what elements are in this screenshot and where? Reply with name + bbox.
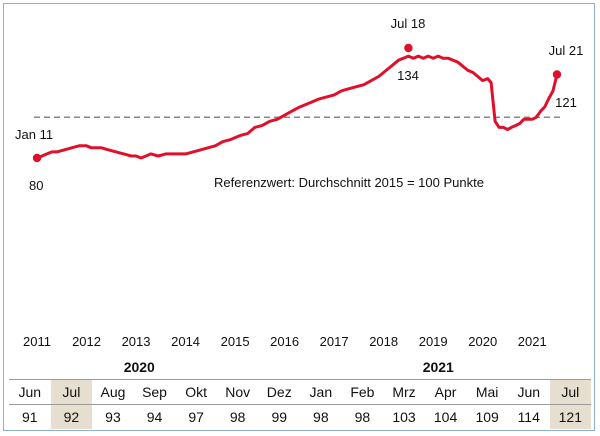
year-label-2021: 2021	[422, 359, 454, 375]
line-chart: Referenzwert: Durchschnitt 2015 = 100 Pu…	[15, 16, 584, 349]
x-tick-label-2011: 2011	[23, 334, 51, 349]
table-divider-top	[9, 379, 591, 380]
x-tick-label-2015: 2015	[221, 334, 250, 349]
x-tick-label-2019: 2019	[419, 334, 448, 349]
table-divider-middle	[9, 404, 591, 405]
month-cell: Sep	[142, 384, 167, 400]
annotation-value-label-1: 134	[397, 68, 419, 83]
month-cell: Aug	[100, 384, 126, 400]
month-cell: Jul	[50, 380, 93, 404]
annotation-point-0	[32, 153, 42, 163]
value-cell: 103	[392, 409, 416, 425]
value-cell: 98	[313, 409, 329, 425]
month-cell: Jan	[309, 384, 333, 400]
value-cell: 93	[105, 409, 121, 425]
annotation-date-label-0: Jan 11	[15, 127, 53, 142]
x-tick-label-2018: 2018	[369, 334, 398, 349]
x-tick-label-2012: 2012	[72, 334, 101, 349]
year-header-row: 2020 2021	[9, 357, 591, 379]
x-tick-label-2013: 2013	[122, 334, 151, 349]
value-cell: 121	[549, 405, 592, 429]
month-cell: Jun	[18, 384, 42, 400]
value-cell: 109	[475, 409, 499, 425]
series-line-0	[35, 54, 559, 160]
x-tick-label-2014: 2014	[171, 334, 200, 349]
month-cell: Jul	[549, 380, 592, 404]
data-table: 2020 2021 Jun Jul Aug Sep Okt Nov Dez Jan Feb Mrz…	[9, 357, 592, 429]
reference-label: Referenzwert: Durchschnitt 2015 = 100 Pu…	[214, 175, 484, 190]
x-tick-label-2016: 2016	[270, 334, 299, 349]
value-cell: 97	[188, 409, 204, 425]
value-cell: 94	[146, 409, 163, 425]
annotation-point-2	[552, 70, 562, 79]
year-label-2020: 2020	[123, 359, 155, 375]
value-cell: 92	[50, 405, 93, 429]
month-cell: Jun	[517, 384, 541, 400]
x-tick-label-2020: 2020	[468, 334, 497, 349]
value-cell: 98	[229, 409, 246, 425]
annotation-point-1	[404, 43, 413, 53]
month-cell: Nov	[225, 384, 251, 400]
value-cell: 104	[433, 409, 458, 425]
value-cell: 98	[354, 409, 371, 425]
chart-frame: Referenzwert: Durchschnitt 2015 = 100 Pu…	[3, 3, 595, 431]
month-cell: Feb	[350, 384, 375, 400]
value-cell: 99	[271, 409, 288, 425]
month-cell: Apr	[434, 384, 457, 400]
values-row: 91 92 93 94 97 98 99 98 98 103 104 109 114 121	[9, 405, 592, 429]
month-cell: Mai	[475, 384, 499, 400]
x-tick-label-2017: 2017	[320, 334, 349, 349]
annotation-date-label-2: Jul 21	[549, 43, 584, 58]
annotation-value-label-0: 80	[29, 178, 43, 193]
annotation-date-label-1: Jul 18	[391, 16, 426, 31]
value-cell: 91	[22, 409, 38, 425]
month-cell: Dez	[266, 384, 292, 400]
month-cell: Mrz	[392, 384, 416, 400]
value-cell: 114	[517, 409, 540, 425]
annotation-value-label-2: 121	[555, 95, 577, 110]
months-row: Jun Jul Aug Sep Okt Nov Dez Jan Feb Mrz Apr Mai Jun J…	[9, 380, 592, 404]
x-tick-label-2021: 2021	[518, 334, 547, 349]
month-cell: Okt	[185, 384, 207, 400]
